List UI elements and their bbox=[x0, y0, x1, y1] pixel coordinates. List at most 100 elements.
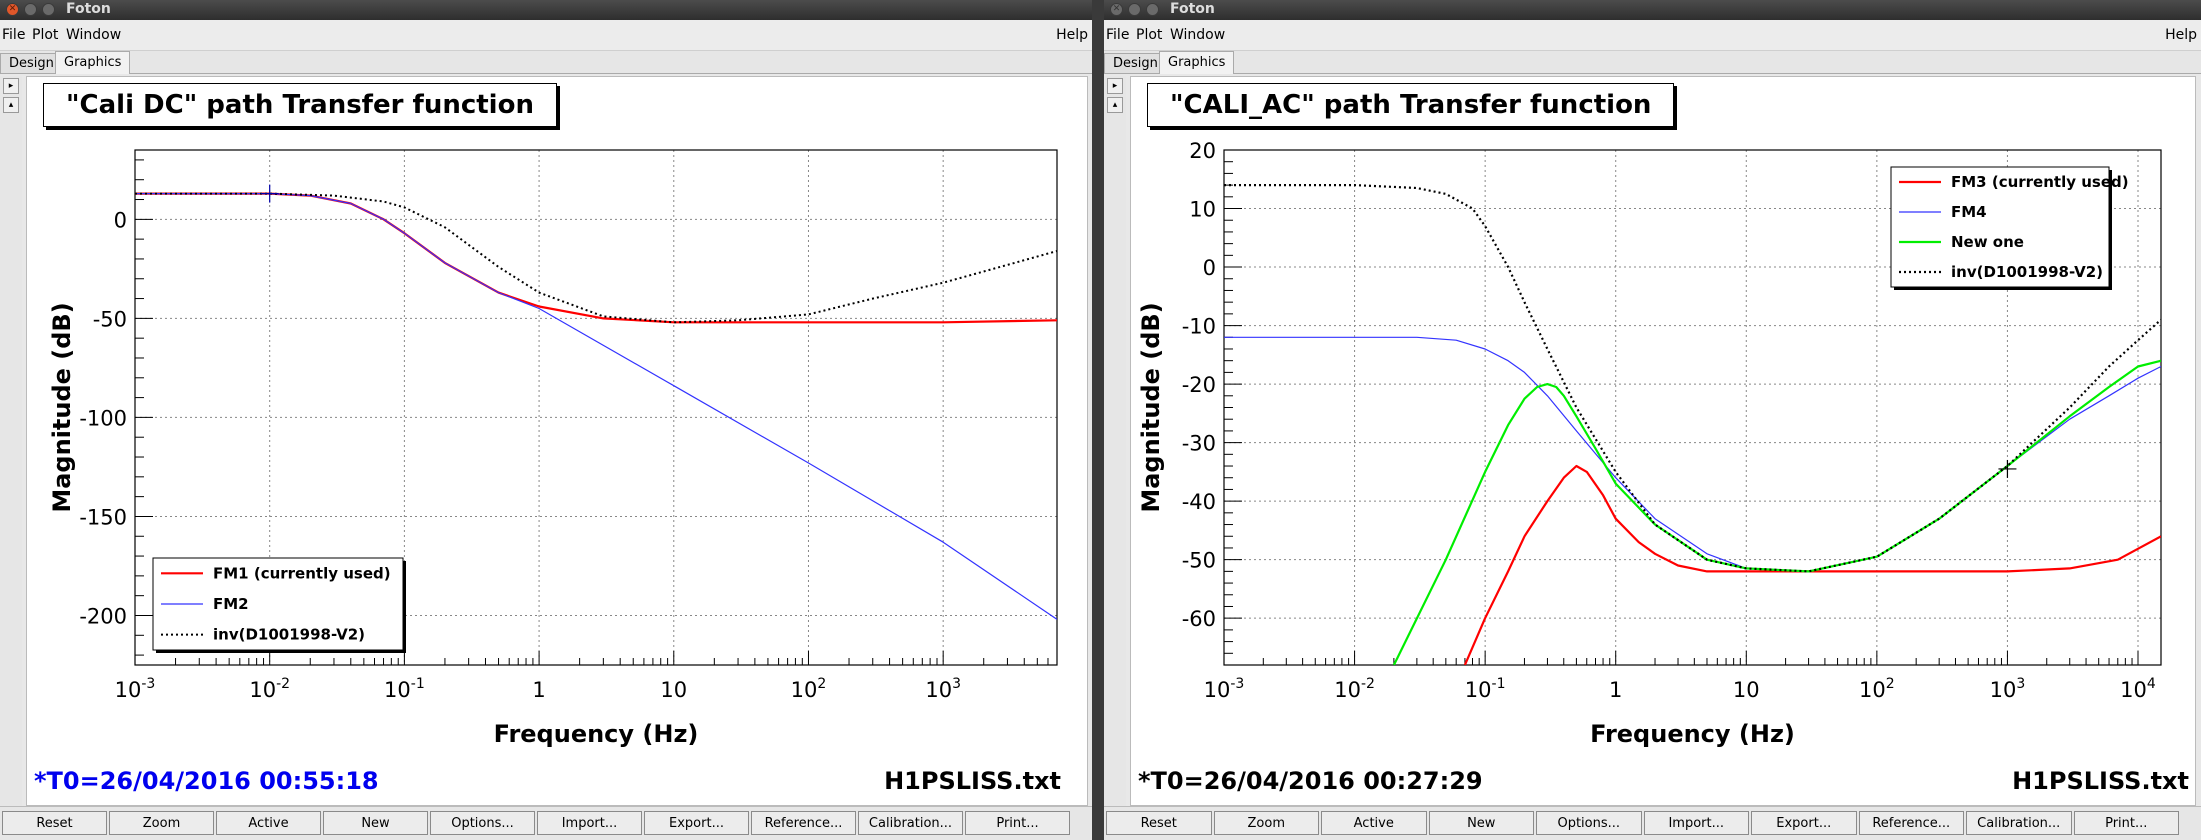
legend-label: New one bbox=[1951, 233, 2024, 251]
timestamp-label: *T0=26/04/2016 00:55:18 bbox=[34, 767, 379, 795]
minimize-icon[interactable] bbox=[24, 3, 37, 16]
legend-label: FM1 (currently used) bbox=[213, 564, 391, 582]
toolbar-button-calibration[interactable]: Calibration... bbox=[858, 811, 963, 835]
series-group bbox=[1224, 183, 2161, 665]
toolbar-button-options[interactable]: Options... bbox=[1536, 811, 1642, 835]
series-line-1 bbox=[135, 192, 1057, 324]
toolbar-button-active[interactable]: Active bbox=[1321, 811, 1427, 835]
menu-help[interactable]: Help bbox=[2165, 27, 2197, 43]
foton-window-right: ✕ Foton File Plot Window Help Design Gra… bbox=[1104, 0, 2201, 840]
series-line-3 bbox=[1392, 359, 2161, 665]
filename-label: H1PSLISS.txt bbox=[884, 767, 1061, 795]
toolbar-button-calibration[interactable]: Calibration... bbox=[1966, 811, 2072, 835]
menu-file[interactable]: File bbox=[1106, 27, 1130, 43]
x-tick-label-text: 10 bbox=[1733, 678, 1760, 702]
menu-plot[interactable]: Plot bbox=[1136, 27, 1163, 43]
menu-plot[interactable]: Plot bbox=[32, 27, 59, 43]
x-tick-exponent: -2 bbox=[276, 676, 290, 692]
legend-label: FM4 bbox=[1951, 203, 1987, 221]
x-tick-label: 103 bbox=[925, 676, 961, 702]
maximize-icon[interactable] bbox=[42, 3, 55, 16]
x-tick-label-text: 102 bbox=[1859, 676, 1895, 702]
tab-graphics[interactable]: Graphics bbox=[1159, 51, 1235, 74]
toolbar-button-new[interactable]: New bbox=[323, 811, 428, 835]
y-tick-label: -150 bbox=[79, 505, 127, 529]
toolbar-button-reference[interactable]: Reference... bbox=[1858, 811, 1964, 835]
toolbar-button-reference[interactable]: Reference... bbox=[751, 811, 856, 835]
y-axis-label: Magnitude (dB) bbox=[1137, 302, 1165, 512]
x-tick-exponent: -2 bbox=[1361, 676, 1375, 692]
menu-file[interactable]: File bbox=[2, 27, 26, 43]
x-tick-mantissa: 1 bbox=[1609, 678, 1622, 702]
y-tick-label: 0 bbox=[114, 208, 127, 232]
plot-canvas[interactable]: "CALI_AC" path Transfer function 10-3 10-… bbox=[1130, 76, 2196, 806]
y-tick-label: -200 bbox=[79, 604, 127, 628]
x-tick-label: 10-2 bbox=[1334, 676, 1375, 702]
x-tick-mantissa: 10 bbox=[384, 678, 411, 702]
toolbar-button-active[interactable]: Active bbox=[216, 811, 321, 835]
collapse-arrow-icon[interactable]: ▴ bbox=[1107, 97, 1123, 113]
y-tick-label: 0 bbox=[1203, 256, 1216, 280]
toolbar-button-options[interactable]: Options... bbox=[430, 811, 535, 835]
y-axis-label: Magnitude (dB) bbox=[48, 302, 76, 512]
expand-arrow-icon[interactable]: ▸ bbox=[3, 78, 19, 94]
toolbar-button-export[interactable]: Export... bbox=[1751, 811, 1857, 835]
y-tick-label: -100 bbox=[79, 406, 127, 430]
toolbar-button-export[interactable]: Export... bbox=[644, 811, 749, 835]
toolbar-button-import[interactable]: Import... bbox=[537, 811, 642, 835]
close-icon[interactable]: ✕ bbox=[1110, 3, 1123, 16]
x-tick-exponent: 2 bbox=[1886, 676, 1895, 692]
toolbar-button-zoom[interactable]: Zoom bbox=[1213, 811, 1319, 835]
menu-window[interactable]: Window bbox=[1170, 27, 1226, 43]
window-title: Foton bbox=[66, 1, 111, 17]
x-tick-label: 102 bbox=[791, 676, 827, 702]
toolbar-button-reset[interactable]: Reset bbox=[2, 811, 107, 835]
collapse-arrow-icon[interactable]: ▴ bbox=[3, 97, 19, 113]
x-tick-exponent: 3 bbox=[952, 676, 961, 692]
toolbar-button-print[interactable]: Print... bbox=[965, 811, 1070, 835]
expand-arrow-icon[interactable]: ▸ bbox=[1107, 78, 1123, 94]
legend-label: inv(D1001998-V2) bbox=[213, 626, 365, 644]
foton-window-left: ✕ Foton File Plot Window Help Design Gra… bbox=[0, 0, 1092, 840]
legend-label: inv(D1001998-V2) bbox=[1951, 263, 2103, 281]
series-line-2 bbox=[1224, 336, 2161, 572]
plot-canvas[interactable]: "Cali DC" path Transfer function 10-3 10-… bbox=[26, 76, 1088, 806]
tab-graphics[interactable]: Graphics bbox=[55, 51, 131, 74]
series-group bbox=[135, 192, 1057, 620]
x-tick-mantissa: 1 bbox=[532, 678, 545, 702]
x-tick-exponent: -1 bbox=[411, 676, 425, 692]
toolbar-button-import[interactable]: Import... bbox=[1643, 811, 1749, 835]
x-tick-label: 103 bbox=[1990, 676, 2026, 702]
toolbar-button-print[interactable]: Print... bbox=[2073, 811, 2179, 835]
x-tick-label-text: 1 bbox=[1609, 678, 1622, 702]
x-tick-mantissa: 10 bbox=[660, 678, 687, 702]
tab-design[interactable]: Design bbox=[1104, 53, 1167, 73]
x-tick-label: 10-1 bbox=[384, 676, 425, 702]
toolbar-button-zoom[interactable]: Zoom bbox=[109, 811, 214, 835]
maximize-icon[interactable] bbox=[1146, 3, 1159, 16]
y-tick-label: 10 bbox=[1189, 198, 1216, 222]
minimize-icon[interactable] bbox=[1128, 3, 1141, 16]
y-tick-label: -30 bbox=[1182, 432, 1216, 456]
series-line-1 bbox=[1463, 464, 2161, 665]
x-tick-exponent: 3 bbox=[2016, 676, 2025, 692]
y-tick-label: -40 bbox=[1182, 490, 1216, 514]
x-tick-exponent: 2 bbox=[817, 676, 826, 692]
tab-design[interactable]: Design bbox=[0, 53, 63, 73]
menu-window[interactable]: Window bbox=[66, 27, 122, 43]
toolbar-button-reset[interactable]: Reset bbox=[1106, 811, 1212, 835]
x-tick-exponent: -1 bbox=[1492, 676, 1506, 692]
x-tick-label: 10-1 bbox=[1465, 676, 1506, 702]
x-tick-label: 102 bbox=[1859, 676, 1895, 702]
x-axis-label: Frequency (Hz) bbox=[494, 720, 699, 748]
side-panel: ▸ ▴ bbox=[1104, 76, 1126, 806]
x-tick-mantissa: 10 bbox=[791, 678, 818, 702]
toolbar-button-new[interactable]: New bbox=[1428, 811, 1534, 835]
menu-help[interactable]: Help bbox=[1056, 27, 1088, 43]
x-tick-mantissa: 10 bbox=[2120, 678, 2147, 702]
x-tick-label: 10-3 bbox=[115, 676, 156, 702]
y-tick-label: -10 bbox=[1182, 315, 1216, 339]
x-tick-label-text: 10-1 bbox=[384, 676, 425, 702]
series-line-2 bbox=[135, 192, 1057, 620]
close-icon[interactable]: ✕ bbox=[6, 3, 19, 16]
